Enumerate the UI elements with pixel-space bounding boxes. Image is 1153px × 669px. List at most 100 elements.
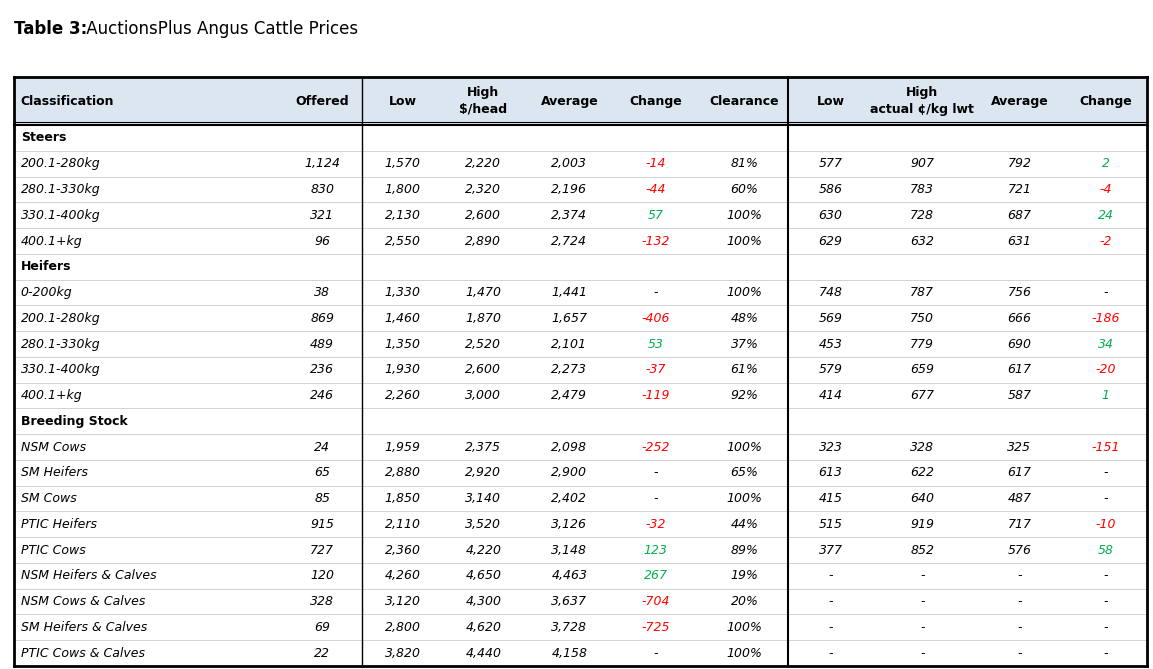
- Text: -10: -10: [1095, 518, 1116, 531]
- Text: -132: -132: [641, 235, 670, 248]
- Text: 3,637: 3,637: [551, 595, 587, 608]
- Bar: [14, 77, 1147, 125]
- Text: 2,800: 2,800: [385, 621, 421, 634]
- Text: 2,920: 2,920: [466, 466, 502, 479]
- Text: 24: 24: [314, 441, 330, 454]
- Text: 515: 515: [819, 518, 843, 531]
- Text: -: -: [1103, 466, 1108, 479]
- Text: 3,148: 3,148: [551, 544, 587, 557]
- Text: 330.1-400kg: 330.1-400kg: [21, 363, 100, 376]
- Text: $/head: $/head: [459, 102, 507, 116]
- Text: Change: Change: [1079, 94, 1132, 108]
- Text: 57: 57: [648, 209, 663, 221]
- Text: -: -: [920, 595, 925, 608]
- Text: AuctionsPlus Angus Cattle Prices: AuctionsPlus Angus Cattle Prices: [81, 20, 357, 38]
- Text: 3,520: 3,520: [466, 518, 502, 531]
- Text: 1,470: 1,470: [466, 286, 502, 299]
- Text: 2,130: 2,130: [385, 209, 421, 221]
- Text: 919: 919: [910, 518, 934, 531]
- Text: 622: 622: [910, 466, 934, 479]
- Text: Heifers: Heifers: [21, 260, 71, 273]
- Text: 20%: 20%: [731, 595, 759, 608]
- Text: -: -: [828, 621, 832, 634]
- Text: -: -: [1017, 595, 1022, 608]
- Text: 2,098: 2,098: [551, 441, 587, 454]
- Text: 2,260: 2,260: [385, 389, 421, 402]
- Text: -151: -151: [1092, 441, 1120, 454]
- Text: 3,000: 3,000: [466, 389, 502, 402]
- Text: 586: 586: [819, 183, 843, 196]
- Text: 750: 750: [910, 312, 934, 324]
- Text: -252: -252: [641, 441, 670, 454]
- Text: 2,900: 2,900: [551, 466, 587, 479]
- Text: NSM Cows & Calves: NSM Cows & Calves: [21, 595, 145, 608]
- Text: 2,196: 2,196: [551, 183, 587, 196]
- Text: 2,600: 2,600: [466, 209, 502, 221]
- Text: -: -: [654, 647, 658, 660]
- Text: 748: 748: [819, 286, 843, 299]
- Text: 280.1-330kg: 280.1-330kg: [21, 338, 100, 351]
- Text: 246: 246: [310, 389, 334, 402]
- Text: 414: 414: [819, 389, 843, 402]
- Text: 617: 617: [1008, 363, 1032, 376]
- Text: 3,820: 3,820: [385, 647, 421, 660]
- Text: 677: 677: [910, 389, 934, 402]
- Text: 100%: 100%: [726, 209, 762, 221]
- Text: 38: 38: [314, 286, 330, 299]
- Text: PTIC Heifers: PTIC Heifers: [21, 518, 97, 531]
- Text: 22: 22: [314, 647, 330, 660]
- Text: 120: 120: [310, 569, 334, 582]
- Text: 4,158: 4,158: [551, 647, 587, 660]
- Text: Table 3:: Table 3:: [14, 20, 88, 38]
- Text: 236: 236: [310, 363, 334, 376]
- Text: 328: 328: [310, 595, 334, 608]
- Text: -: -: [1017, 621, 1022, 634]
- Text: -: -: [654, 466, 658, 479]
- Text: -: -: [1017, 647, 1022, 660]
- Text: -: -: [920, 569, 925, 582]
- Text: -20: -20: [1095, 363, 1116, 376]
- Text: 1,930: 1,930: [385, 363, 421, 376]
- Text: 85: 85: [314, 492, 330, 505]
- Text: 81%: 81%: [731, 157, 759, 170]
- Text: 89%: 89%: [731, 544, 759, 557]
- Text: 2,374: 2,374: [551, 209, 587, 221]
- Text: 1,460: 1,460: [385, 312, 421, 324]
- Text: 4,300: 4,300: [466, 595, 502, 608]
- Text: SM Heifers: SM Heifers: [21, 466, 88, 479]
- Text: 631: 631: [1008, 235, 1032, 248]
- Text: SM Cows: SM Cows: [21, 492, 76, 505]
- Text: Change: Change: [630, 94, 681, 108]
- Text: 400.1+kg: 400.1+kg: [21, 389, 82, 402]
- Text: Low: Low: [389, 94, 416, 108]
- Text: 630: 630: [819, 209, 843, 221]
- Text: 61%: 61%: [731, 363, 759, 376]
- Text: 756: 756: [1008, 286, 1032, 299]
- Text: 2,360: 2,360: [385, 544, 421, 557]
- Text: Low: Low: [816, 94, 844, 108]
- Text: -4: -4: [1099, 183, 1111, 196]
- Text: 4,650: 4,650: [466, 569, 502, 582]
- Text: 2,880: 2,880: [385, 466, 421, 479]
- Text: 2,110: 2,110: [385, 518, 421, 531]
- Text: 1,800: 1,800: [385, 183, 421, 196]
- Text: 415: 415: [819, 492, 843, 505]
- Text: -44: -44: [646, 183, 665, 196]
- Text: -725: -725: [641, 621, 670, 634]
- Text: 2,320: 2,320: [466, 183, 502, 196]
- Text: 330.1-400kg: 330.1-400kg: [21, 209, 100, 221]
- Text: 717: 717: [1008, 518, 1032, 531]
- Text: 53: 53: [648, 338, 663, 351]
- Text: 869: 869: [310, 312, 334, 324]
- Text: 728: 728: [910, 209, 934, 221]
- Text: 321: 321: [310, 209, 334, 221]
- Text: 58: 58: [1098, 544, 1114, 557]
- Text: 487: 487: [1008, 492, 1032, 505]
- Text: 60%: 60%: [731, 183, 759, 196]
- Text: 123: 123: [643, 544, 668, 557]
- Text: 2,003: 2,003: [551, 157, 587, 170]
- Text: -119: -119: [641, 389, 670, 402]
- Text: -186: -186: [1092, 312, 1120, 324]
- Text: 640: 640: [910, 492, 934, 505]
- Text: 852: 852: [910, 544, 934, 557]
